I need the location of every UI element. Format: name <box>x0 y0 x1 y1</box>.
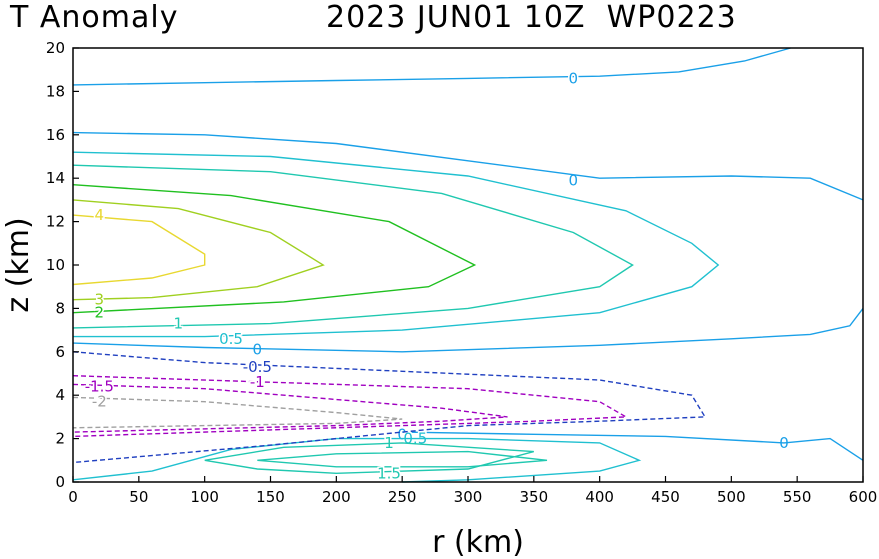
y-tick-label-7: 14 <box>46 169 65 187</box>
x-tick-label-12: 600 <box>849 488 878 506</box>
contour-label-11-0: 4 <box>95 206 105 224</box>
contour-label-0-0: 0 <box>569 69 579 87</box>
y-tick-label-6: 12 <box>46 213 65 231</box>
chart-title-right: 2023 JUN01 10Z WP0223 <box>326 0 737 35</box>
y-axis-label: z (km) <box>1 217 36 312</box>
y-tick-label-0: 0 <box>55 473 65 491</box>
x-tick-label-11: 550 <box>783 488 812 506</box>
contour-line-10 <box>72 199 325 301</box>
contour-label-0-3: 0 <box>397 425 407 443</box>
contour-label-12-0: -0.5 <box>243 358 272 376</box>
contour-line-3 <box>402 431 864 461</box>
x-tick-label-10: 500 <box>717 488 746 506</box>
x-tick-label-4: 200 <box>322 488 351 506</box>
contour-line-12 <box>72 351 707 464</box>
contour-label-4-0: 0.5 <box>219 330 243 348</box>
x-tick-label-6: 300 <box>454 488 483 506</box>
contour-line-15 <box>72 396 403 429</box>
contour-line-6 <box>72 164 634 329</box>
contour-line-0 <box>72 47 791 86</box>
contour-line-14 <box>72 383 508 433</box>
y-tick-label-1: 2 <box>55 430 65 448</box>
contour-label-15-0: -2 <box>92 393 107 411</box>
y-tick-label-5: 10 <box>46 256 65 274</box>
y-tick-label-8: 16 <box>46 126 65 144</box>
chart-title-left: T Anomaly <box>10 0 179 35</box>
contour-line-5 <box>72 437 642 483</box>
contour-line-7 <box>204 442 534 475</box>
x-tick-label-7: 350 <box>520 488 549 506</box>
contour-line-4 <box>72 151 720 338</box>
y-tick-label-3: 6 <box>55 343 65 361</box>
plot-frame <box>72 47 864 483</box>
y-tick-label-4: 8 <box>55 299 65 317</box>
contour-label-0-2: 0 <box>253 341 263 359</box>
contour-label-8-0: 1.5 <box>377 464 401 482</box>
y-tick-label-9: 18 <box>46 82 65 100</box>
contour-line-1 <box>72 131 864 201</box>
x-tick-label-8: 400 <box>585 488 614 506</box>
x-tick-label-2: 100 <box>190 488 219 506</box>
contour-line-13 <box>72 375 629 438</box>
contour-label-6-0: 1 <box>174 315 184 333</box>
y-tick-label-2: 4 <box>55 386 65 404</box>
x-tick-label-0: 0 <box>68 488 78 506</box>
x-tick-label-1: 50 <box>129 488 148 506</box>
y-tick-label-10: 20 <box>46 39 65 57</box>
x-tick-label-5: 250 <box>388 488 417 506</box>
contour-label-9-0: 2 <box>95 304 105 322</box>
contour-label-13-0: -1 <box>250 373 265 391</box>
contour-line-9 <box>72 184 477 314</box>
x-tick-label-3: 150 <box>256 488 285 506</box>
x-tick-label-9: 450 <box>651 488 680 506</box>
contour-line-8 <box>257 450 548 468</box>
contour-label-14-0: -1.5 <box>85 378 114 396</box>
x-axis-label: r (km) <box>432 525 524 559</box>
contour-line-11 <box>72 214 206 286</box>
contour-line-2 <box>72 307 864 353</box>
contour-label-10-0: 3 <box>95 291 105 309</box>
